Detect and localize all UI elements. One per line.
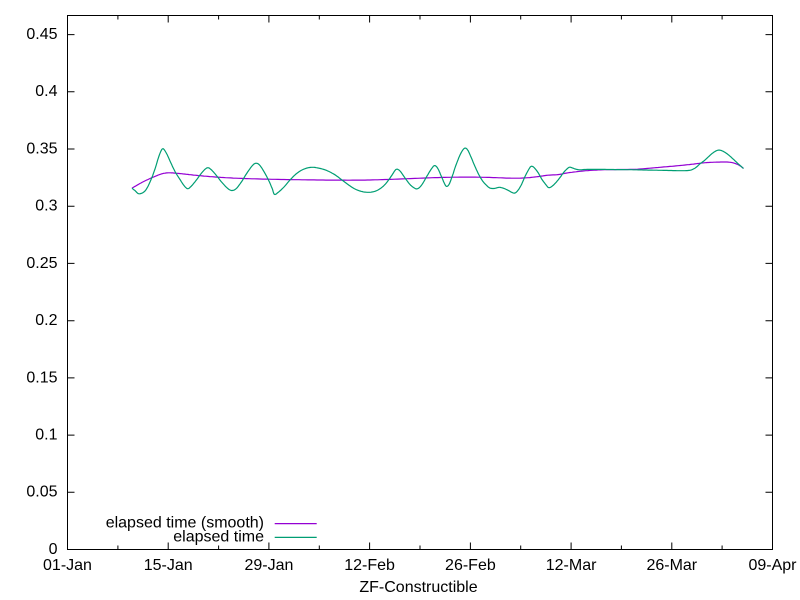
svg-text:elapsed time: elapsed time [173,528,264,545]
svg-text:26-Feb: 26-Feb [445,557,496,574]
svg-text:0.35: 0.35 [26,140,57,157]
svg-text:0.15: 0.15 [26,369,57,386]
svg-text:12-Mar: 12-Mar [546,557,597,574]
svg-text:0.3: 0.3 [35,198,57,215]
svg-text:29-Jan: 29-Jan [244,557,293,574]
svg-text:09-Apr: 09-Apr [748,557,797,574]
svg-text:0.45: 0.45 [26,26,57,43]
svg-text:01-Jan: 01-Jan [43,557,92,574]
svg-text:0.4: 0.4 [35,83,57,100]
svg-text:0: 0 [49,541,58,558]
svg-text:15-Jan: 15-Jan [144,557,193,574]
svg-text:26-Mar: 26-Mar [646,557,697,574]
svg-text:ZF-Constructible: ZF-Constructible [359,579,477,596]
svg-text:elapsed time (smooth): elapsed time (smooth) [106,515,264,532]
svg-text:0.2: 0.2 [35,312,57,329]
svg-text:0.05: 0.05 [26,484,57,501]
svg-text:12-Feb: 12-Feb [344,557,395,574]
svg-text:0.25: 0.25 [26,255,57,272]
svg-text:0.1: 0.1 [35,427,57,444]
